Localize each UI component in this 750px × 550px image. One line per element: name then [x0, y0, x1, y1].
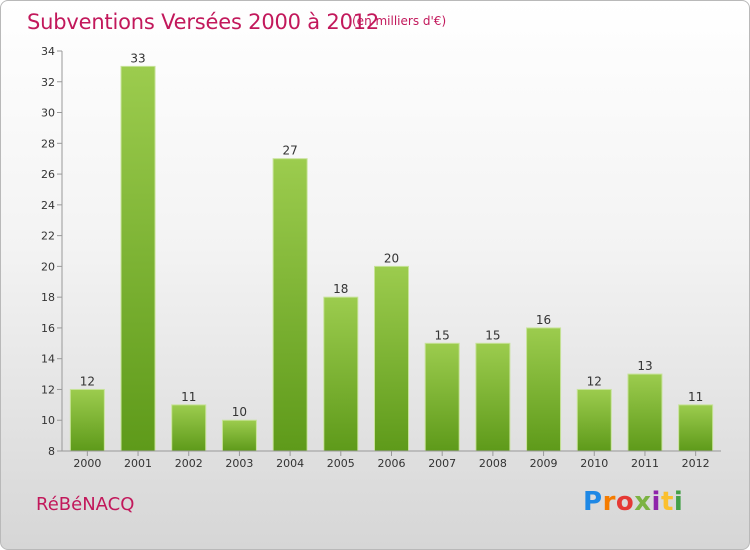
x-tick-label-2005: 2005: [327, 457, 355, 470]
x-tick-label-2002: 2002: [175, 457, 203, 470]
commune-name: RéBéNACQ: [36, 494, 135, 515]
data-label-2012: 11: [688, 390, 703, 404]
x-tick-label-2000: 2000: [73, 457, 101, 470]
data-label-2007: 15: [435, 328, 450, 342]
logo-letter: P: [583, 487, 603, 517]
y-tick-label: 18: [41, 291, 55, 304]
logo-letter: i: [673, 487, 684, 517]
data-label-2011: 13: [637, 359, 652, 373]
logo-letter: x: [634, 487, 652, 517]
data-label-2000: 12: [80, 374, 95, 388]
data-label-2006: 20: [384, 251, 399, 265]
x-tick-label-2007: 2007: [428, 457, 456, 470]
bar-2002: [171, 404, 207, 452]
chart-title: Subventions Versées 2000 à 2012: [27, 10, 380, 34]
x-tick-label-2003: 2003: [225, 457, 253, 470]
chart-subtitle: (en milliers d'€): [352, 14, 447, 28]
y-tick-label: 32: [41, 76, 55, 89]
x-tick-label-2010: 2010: [580, 457, 608, 470]
data-label-2003: 10: [232, 405, 247, 419]
proxiti-logo: Proxiti: [583, 487, 683, 517]
y-tick-label: 34: [41, 45, 55, 58]
x-tick-label-2009: 2009: [530, 457, 558, 470]
logo-letter: r: [602, 487, 616, 517]
data-label-2002: 11: [181, 390, 196, 404]
data-label-2001: 33: [130, 51, 145, 65]
logo-letter: i: [651, 487, 661, 517]
bar-2012: [678, 404, 714, 452]
bar-2003: [221, 419, 257, 452]
data-label-2008: 15: [485, 328, 500, 342]
y-tick-label: 20: [41, 260, 55, 273]
data-label-2010: 12: [587, 374, 602, 388]
y-tick-label: 14: [41, 353, 55, 366]
logo-letter: t: [660, 487, 674, 517]
y-tick-label: 26: [41, 168, 55, 181]
bar-2011: [627, 373, 663, 452]
y-tick-label: 22: [41, 230, 55, 243]
bar-2006: [374, 265, 409, 452]
y-tick-label: 12: [41, 383, 55, 396]
data-label-2009: 16: [536, 313, 551, 327]
bar-2010: [576, 388, 612, 452]
y-tick-label: 30: [41, 107, 55, 120]
x-tick-label-2011: 2011: [631, 457, 659, 470]
bar-2007: [424, 342, 460, 452]
y-tick-label: 24: [41, 199, 55, 212]
data-label-2004: 27: [282, 144, 297, 158]
x-tick-label-2004: 2004: [276, 457, 304, 470]
x-tick-label-2008: 2008: [479, 457, 507, 470]
logo-letter: o: [615, 487, 635, 517]
y-tick-label: 16: [41, 322, 55, 335]
bar-2009: [526, 327, 562, 452]
x-tick-label-2006: 2006: [378, 457, 406, 470]
bar-2005: [323, 296, 359, 452]
y-tick-label: 8: [48, 445, 55, 458]
y-tick-label: 10: [41, 414, 55, 427]
bar-2004: [272, 158, 308, 452]
x-tick-label-2012: 2012: [682, 457, 710, 470]
bar-2008: [475, 342, 511, 452]
x-tick-label-2001: 2001: [124, 457, 152, 470]
data-label-2005: 18: [333, 282, 348, 296]
y-tick-label: 28: [41, 137, 55, 150]
bar-2000: [69, 388, 105, 452]
bar-2001: [120, 65, 156, 452]
